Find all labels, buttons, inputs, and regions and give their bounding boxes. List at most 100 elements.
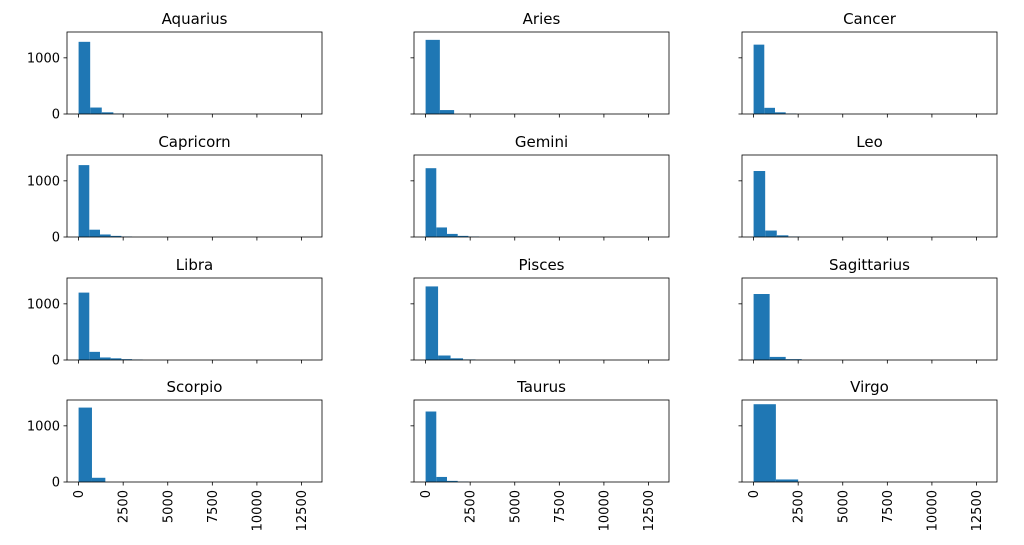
axes-frame-virgo: [741, 399, 998, 483]
panel-title-taurus: Taurus: [516, 378, 566, 396]
panel-title-gemini: Gemini: [515, 133, 568, 151]
panel-title-aquarius: Aquarius: [162, 10, 228, 28]
x-tick-label-taurus-0: 0: [419, 490, 434, 498]
bar-scorpio-0: [78, 407, 92, 482]
bar-virgo-1: [775, 479, 799, 482]
bar-libra-2: [99, 357, 111, 360]
x-tick-label-virgo-5: 12500: [970, 490, 985, 531]
panel-virgo: Virgo 0 2500 5000 7500 10000 12500: [738, 378, 998, 531]
panel-aquarius: Aquarius 0 1000: [27, 10, 323, 123]
bar-capricorn-2: [99, 234, 111, 237]
axes-frame-leo: [741, 154, 998, 238]
panel-sagittarius: Sagittarius: [738, 256, 998, 364]
panel-title-libra: Libra: [176, 256, 213, 274]
y-tick-label-scorpio-0: 0: [52, 476, 60, 491]
x-tick-label-virgo-2: 5000: [836, 490, 851, 523]
panel-title-virgo: Virgo: [850, 378, 889, 396]
panel-libra: Libra 0 1000: [27, 256, 323, 369]
bar-gemini-0: [425, 168, 437, 237]
panel-aries: Aries: [410, 10, 670, 118]
y-tick-label-aquarius-1: 1000: [27, 51, 60, 66]
bar-gemini-1: [436, 227, 447, 237]
panel-title-cancer: Cancer: [843, 10, 897, 28]
bar-leo-0: [753, 171, 766, 237]
bar-libra-0: [78, 292, 90, 360]
x-tick-label-virgo-3: 7500: [881, 490, 896, 523]
bar-pisces-0: [425, 286, 439, 360]
bar-cancer-2: [774, 112, 786, 114]
bar-libra-3: [110, 358, 122, 360]
bar-capricorn-1: [89, 229, 100, 237]
x-tick-label-scorpio-4: 10000: [250, 490, 265, 531]
axes-frame-aquarius: [66, 31, 323, 115]
x-tick-label-taurus-1: 2500: [464, 490, 479, 523]
bar-aquarius-0: [78, 41, 91, 114]
panel-leo: Leo: [738, 133, 998, 241]
bar-leo-1: [765, 230, 777, 237]
bar-scorpio-1: [91, 477, 106, 482]
bar-aries-1: [439, 110, 455, 114]
y-tick-label-capricorn-1: 1000: [27, 174, 60, 189]
bar-capricorn-0: [78, 165, 90, 237]
bar-sagittarius-2: [785, 359, 802, 360]
x-tick-label-virgo-1: 2500: [792, 490, 807, 523]
bar-gemini-3: [457, 235, 469, 237]
y-tick-label-libra-1: 1000: [27, 297, 60, 312]
panel-title-aries: Aries: [523, 10, 561, 28]
axes-frame-taurus: [413, 399, 670, 483]
bar-capricorn-3: [110, 235, 122, 237]
axes-frame-scorpio: [66, 399, 323, 483]
x-tick-label-taurus-5: 12500: [642, 490, 657, 531]
bar-cancer-1: [764, 107, 775, 114]
panel-cancer: Cancer: [738, 10, 998, 118]
x-tick-label-taurus-4: 10000: [597, 490, 612, 531]
bar-virgo-0: [753, 404, 776, 482]
x-tick-label-virgo-0: 0: [747, 490, 762, 498]
bar-libra-1: [89, 351, 100, 360]
bar-libra-4: [121, 359, 133, 360]
x-tick-label-scorpio-1: 2500: [117, 490, 132, 523]
bar-aquarius-2: [101, 112, 114, 114]
bar-sagittarius-1: [769, 356, 786, 360]
panel-title-pisces: Pisces: [519, 256, 565, 274]
bar-gemini-2: [446, 233, 458, 237]
axes-frame-aries: [413, 31, 670, 115]
y-tick-label-capricorn-0: 0: [52, 231, 60, 246]
panel-title-capricorn: Capricorn: [158, 133, 230, 151]
y-tick-label-aquarius-0: 0: [52, 108, 60, 123]
bar-taurus-1: [436, 476, 447, 482]
axes-frame-cancer: [741, 31, 998, 115]
panel-capricorn: Capricorn 0 1000: [27, 133, 323, 246]
bar-pisces-2: [450, 358, 464, 360]
y-tick-label-scorpio-1: 1000: [27, 419, 60, 434]
bar-leo-2: [776, 235, 789, 237]
bar-cancer-0: [753, 44, 765, 114]
bar-sagittarius-0: [753, 294, 770, 360]
x-tick-label-scorpio-3: 7500: [206, 490, 221, 523]
bar-taurus-0: [425, 411, 437, 482]
bar-aries-0: [425, 39, 440, 114]
x-tick-label-taurus-2: 5000: [508, 490, 523, 523]
axes-frame-sagittarius: [741, 277, 998, 361]
panel-title-scorpio: Scorpio: [167, 378, 223, 396]
x-tick-label-scorpio-2: 5000: [161, 490, 176, 523]
panel-taurus: Taurus 0 2500 5000 7500 10000 12500: [410, 378, 670, 531]
bar-pisces-1: [438, 355, 451, 360]
bar-aquarius-1: [90, 107, 102, 114]
panel-title-sagittarius: Sagittarius: [829, 256, 910, 274]
x-tick-label-scorpio-0: 0: [72, 490, 87, 498]
panel-pisces: Pisces: [410, 256, 670, 364]
y-tick-label-libra-0: 0: [52, 354, 60, 369]
axes-frame-capricorn: [66, 154, 323, 238]
panel-title-leo: Leo: [856, 133, 883, 151]
x-tick-label-taurus-3: 7500: [553, 490, 568, 523]
panel-gemini: Gemini: [410, 133, 670, 241]
axes-frame-libra: [66, 277, 323, 361]
axes-frame-pisces: [413, 277, 670, 361]
x-tick-label-virgo-4: 10000: [925, 490, 940, 531]
bar-taurus-2: [446, 480, 458, 482]
axes-frame-gemini: [413, 154, 670, 238]
x-tick-label-scorpio-5: 12500: [295, 490, 310, 531]
